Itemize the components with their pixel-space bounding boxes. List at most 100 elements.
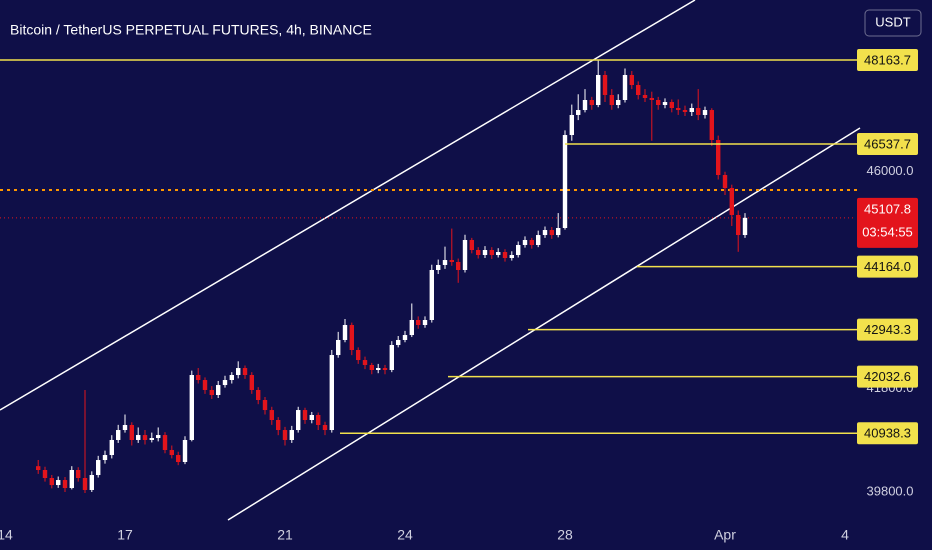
candle-body bbox=[356, 350, 361, 361]
candle-body bbox=[369, 364, 374, 370]
candle-body bbox=[276, 419, 281, 431]
candle-body bbox=[469, 239, 474, 251]
chart-title: Bitcoin / TetherUS PERPETUAL FUTURES, 4h… bbox=[10, 22, 372, 38]
candle-body bbox=[509, 255, 514, 259]
candle-body bbox=[602, 75, 608, 95]
candle-body bbox=[656, 100, 661, 106]
candle-body bbox=[122, 425, 128, 431]
candle-body bbox=[349, 325, 354, 351]
candle-body bbox=[262, 400, 268, 411]
candle-body bbox=[442, 260, 448, 265]
currency-button[interactable] bbox=[864, 9, 922, 37]
candle-body bbox=[402, 335, 408, 340]
candle-body bbox=[476, 250, 481, 256]
level-label-box bbox=[857, 48, 918, 71]
candle-body bbox=[696, 108, 701, 115]
candle-body bbox=[209, 389, 214, 395]
x-tick-label: 24 bbox=[397, 527, 413, 543]
channel-upper bbox=[0, 0, 696, 411]
candle-body bbox=[309, 414, 314, 420]
candle-body bbox=[616, 100, 621, 106]
candle-body bbox=[722, 175, 728, 189]
candle-body bbox=[236, 368, 241, 376]
candle-body bbox=[49, 478, 54, 486]
candle-body bbox=[302, 410, 308, 420]
candle-body bbox=[289, 430, 294, 440]
candle-body bbox=[462, 239, 468, 270]
candle-body bbox=[156, 435, 161, 439]
candle-body bbox=[82, 478, 88, 490]
last-price-box bbox=[857, 197, 918, 248]
candle-body bbox=[36, 466, 41, 470]
candle-body bbox=[729, 188, 734, 215]
candle-body bbox=[216, 385, 221, 395]
candle-body bbox=[136, 435, 141, 440]
candle-body bbox=[96, 460, 101, 476]
candle-body bbox=[742, 217, 748, 236]
x-tick-label: 4 bbox=[841, 527, 849, 543]
candle-body bbox=[449, 260, 454, 262]
candle-body bbox=[382, 368, 388, 370]
candle-body bbox=[489, 250, 494, 256]
candle-body bbox=[429, 269, 434, 320]
candle-body bbox=[569, 114, 574, 136]
candle-body bbox=[662, 102, 668, 106]
candle-body bbox=[129, 425, 134, 440]
candle-body bbox=[189, 375, 194, 440]
candle-body bbox=[69, 469, 74, 489]
candle-body bbox=[609, 94, 614, 106]
candle-body bbox=[362, 360, 368, 365]
candle-body bbox=[416, 319, 421, 326]
candle-body bbox=[622, 75, 628, 101]
currency-label[interactable]: USDT bbox=[875, 14, 910, 29]
candle-body bbox=[329, 355, 334, 431]
candle-body bbox=[642, 94, 648, 98]
candle-body bbox=[342, 325, 348, 340]
candle-body bbox=[409, 319, 414, 336]
x-tick-label: Apr bbox=[714, 527, 736, 543]
candle-body bbox=[242, 368, 248, 376]
candle-body bbox=[202, 380, 208, 390]
level-label-box bbox=[857, 365, 918, 388]
candle-body bbox=[76, 469, 81, 479]
candle-body bbox=[169, 450, 174, 456]
level-label-box bbox=[857, 422, 918, 445]
candle-body bbox=[89, 475, 94, 490]
candle-body bbox=[322, 425, 328, 431]
candle-body bbox=[396, 339, 401, 345]
candle-body bbox=[502, 252, 508, 259]
level-label-box bbox=[857, 255, 918, 278]
x-tick-label: 28 bbox=[557, 527, 573, 543]
candle-body bbox=[716, 139, 721, 176]
candle-body bbox=[689, 108, 694, 112]
candle-body bbox=[389, 344, 394, 370]
y-tick-label: 39800.0 bbox=[867, 483, 914, 498]
candle-body bbox=[702, 110, 708, 115]
candle-body bbox=[649, 97, 654, 101]
candle-body bbox=[176, 455, 181, 462]
candle-body bbox=[256, 389, 261, 401]
countdown-label: 03:54:55 bbox=[862, 224, 913, 239]
candle-body bbox=[549, 230, 554, 236]
candle-body bbox=[682, 110, 688, 112]
candle-body bbox=[109, 439, 114, 456]
candle-body bbox=[536, 235, 541, 245]
level-label: 44164.0 bbox=[864, 259, 911, 274]
level-label: 42032.6 bbox=[864, 369, 911, 384]
candle-body bbox=[336, 339, 341, 356]
candle-body bbox=[496, 252, 501, 256]
level-label: 46537.7 bbox=[864, 136, 911, 151]
candle-body bbox=[562, 135, 568, 229]
candle-body bbox=[222, 380, 228, 386]
candle-body bbox=[636, 85, 641, 95]
candle-body bbox=[249, 375, 254, 390]
candle-body bbox=[529, 239, 534, 245]
candle-body bbox=[229, 375, 234, 381]
candle-body bbox=[296, 410, 301, 431]
candle-body bbox=[116, 430, 121, 440]
x-tick-label: 17 bbox=[117, 527, 133, 543]
level-label-box bbox=[857, 318, 918, 341]
candle-body bbox=[62, 480, 68, 489]
